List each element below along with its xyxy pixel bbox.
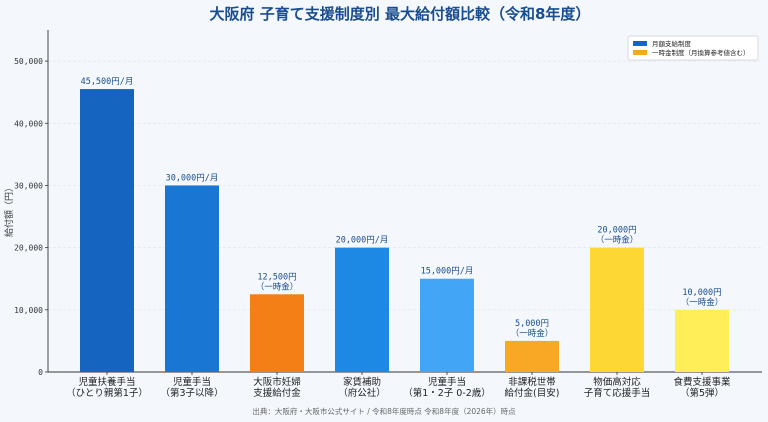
bar: [675, 309, 729, 372]
data-label: （一時金）: [681, 297, 724, 308]
data-label: 10,000円: [682, 288, 721, 298]
bar: [165, 185, 219, 372]
bar: [250, 294, 304, 372]
x-tick-label: 児童手当: [428, 376, 466, 388]
x-tick-label: 児童手当: [173, 376, 211, 388]
data-label: 15,000円/月: [421, 267, 474, 277]
chart-title: 大阪府 子育て支援制度別 最大給付額比較（令和8年度）: [210, 5, 591, 23]
x-tick-label: （第1・2子 0-2歳）: [403, 387, 491, 399]
data-label: 20,000円/月: [336, 236, 389, 246]
bar: [420, 278, 474, 372]
legend-swatch: [633, 41, 647, 46]
legend-entry: 月額支給制度: [652, 39, 692, 48]
legend-entry: 一時金制度（月換算参考値含む）: [652, 48, 750, 57]
data-labels: 45,500円/月30,000円/月12,500円（一時金）20,000円/月1…: [81, 77, 724, 339]
data-label: 45,500円/月: [81, 77, 134, 87]
y-tick-label: 50,000: [14, 57, 43, 66]
x-tick-label: 食費支援事業: [673, 376, 731, 388]
x-tick-label: 家賃補助: [343, 376, 381, 388]
bar: [335, 247, 389, 372]
y-axis-label: 給付額（円）: [3, 183, 15, 237]
x-tick-label: （府公社）: [338, 387, 386, 399]
data-label: 30,000円/月: [166, 173, 219, 183]
data-label: 5,000円: [515, 319, 549, 329]
data-label: 12,500円: [257, 272, 296, 282]
y-tick-label: 30,000: [14, 181, 43, 190]
y-tick-label: 40,000: [14, 119, 43, 128]
legend-swatch: [633, 50, 647, 55]
x-tick-label: 支援給付金: [253, 387, 301, 399]
bar: [590, 247, 644, 372]
legend-box: [627, 35, 759, 61]
bar: [80, 89, 134, 372]
y-tick-label: 20,000: [14, 244, 43, 253]
x-tick-label: 子育て応援手当: [584, 387, 651, 399]
data-label: （一時金）: [511, 328, 554, 339]
x-tick-label: （第5弾）: [680, 387, 724, 399]
x-tick-label: 児童扶養手当: [78, 376, 135, 388]
y-tick-label: 0: [38, 368, 43, 377]
x-tick-label: （第3子以降）: [160, 387, 223, 399]
data-label: （一時金）: [256, 281, 299, 292]
y-tick-label: 10,000: [14, 306, 43, 315]
data-label: （一時金）: [596, 235, 639, 246]
x-tick-label: 物価高対応: [593, 376, 641, 388]
source-note: 出典：大阪府・大阪市公式サイト / 令和8年度時点 令和8年度（2026年）時点: [252, 406, 516, 416]
bars: [80, 89, 729, 372]
data-label: 20,000円: [597, 226, 636, 236]
x-tick-label: 給付金(目安): [505, 387, 560, 399]
x-tick-label: 大阪市妊婦: [253, 376, 301, 388]
category-labels: 児童扶養手当（ひとり親第1子）児童手当（第3子以降）大阪市妊婦支援給付金家賃補助…: [66, 376, 731, 399]
x-tick-label: 非課税世帯: [508, 376, 556, 388]
plot-area: [48, 30, 762, 372]
x-tick-label: （ひとり親第1子）: [66, 387, 148, 399]
grid: [48, 30, 762, 373]
bar: [505, 340, 559, 372]
